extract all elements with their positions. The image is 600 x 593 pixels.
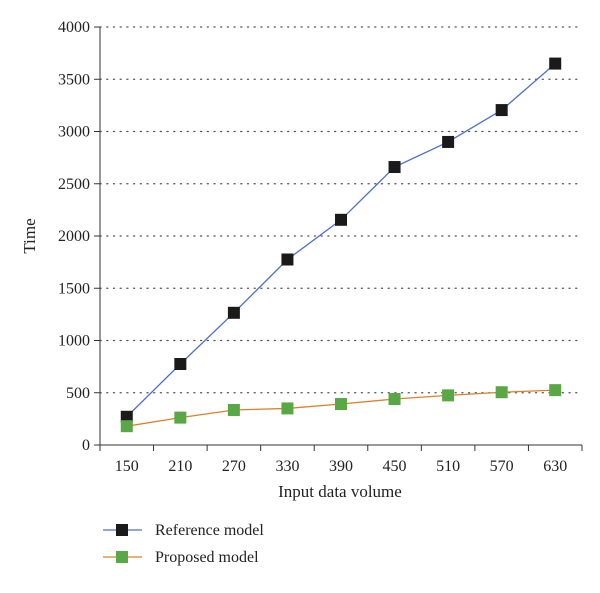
x-tick-label: 450: [383, 458, 407, 475]
legend: Reference model Proposed model: [103, 522, 264, 566]
data-point: [174, 358, 187, 371]
data-point: [549, 384, 562, 397]
legend-marker: [116, 551, 128, 563]
series-0: [120, 57, 562, 423]
x-tick-label: 570: [490, 458, 514, 475]
data-point: [495, 386, 508, 399]
series-line: [126, 63, 556, 418]
x-tick-label: 270: [222, 458, 246, 475]
data-point: [281, 402, 294, 415]
legend-marker: [116, 524, 128, 536]
data-point: [227, 403, 240, 416]
legend-label: Reference model: [155, 522, 264, 539]
data-point: [388, 393, 401, 406]
y-tick-label: 4000: [58, 19, 90, 36]
data-point: [335, 398, 347, 411]
data-point: [549, 57, 562, 70]
data-point: [335, 213, 347, 226]
x-tick-label: 390: [329, 458, 353, 475]
data-point: [495, 104, 508, 117]
x-tick-label: 630: [543, 458, 567, 475]
x-tick-label: 510: [436, 458, 460, 475]
y-tick-label: 500: [66, 385, 90, 402]
series-1: [120, 384, 562, 433]
y-axis-title: Time: [20, 218, 39, 253]
legend-item: Proposed model: [103, 549, 259, 566]
data-point: [442, 135, 455, 148]
data-point: [174, 411, 187, 424]
y-tick-label: 1000: [58, 333, 90, 350]
data-point: [281, 253, 294, 266]
data-point: [388, 161, 401, 174]
y-tick-label: 0: [82, 437, 90, 454]
data-point: [227, 306, 240, 319]
y-tick-label: 1500: [58, 280, 90, 297]
x-tick-label: 150: [115, 458, 139, 475]
legend-item: Reference model: [103, 522, 264, 539]
series: [120, 57, 562, 433]
axes: [94, 26, 583, 451]
x-tick-label: 330: [275, 458, 299, 475]
tick-labels: 0 500 1000 1500 2000 2500 3000 3500 4000 150 210 27…: [58, 19, 567, 475]
legend-label: Proposed model: [155, 549, 259, 566]
y-tick-label: 2500: [58, 176, 90, 193]
y-tick-label: 3000: [58, 124, 90, 141]
y-tick-label: 3500: [58, 71, 90, 88]
x-axis-title: Input data volume: [278, 482, 402, 501]
grid: [99, 26, 583, 394]
data-point: [120, 420, 133, 433]
data-point: [442, 389, 455, 402]
x-tick-label: 210: [168, 458, 192, 475]
y-tick-label: 2000: [58, 228, 90, 245]
data-point: [120, 410, 133, 423]
